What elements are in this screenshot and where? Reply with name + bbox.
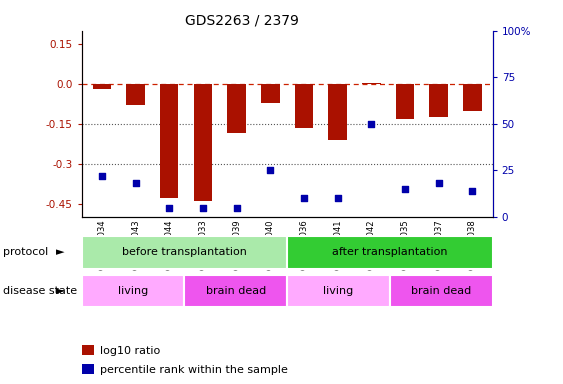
Point xyxy=(131,180,140,187)
Bar xyxy=(185,275,287,307)
Bar xyxy=(227,84,246,133)
Bar xyxy=(126,84,145,105)
Text: log10 ratio: log10 ratio xyxy=(100,346,160,356)
Bar xyxy=(92,84,111,89)
Text: living: living xyxy=(323,286,354,296)
Point xyxy=(333,195,342,202)
Bar xyxy=(328,84,347,140)
Text: after transplantation: after transplantation xyxy=(332,247,448,258)
Bar xyxy=(82,275,185,307)
Point xyxy=(367,121,376,127)
Bar xyxy=(463,84,482,111)
Point xyxy=(400,186,409,192)
Text: ►: ► xyxy=(56,286,65,296)
Bar xyxy=(396,84,414,119)
Bar xyxy=(194,84,212,201)
Point xyxy=(198,205,207,211)
Point xyxy=(266,167,275,174)
Bar xyxy=(390,275,493,307)
Bar xyxy=(160,84,178,199)
Text: brain dead: brain dead xyxy=(411,286,471,296)
Text: brain dead: brain dead xyxy=(205,286,266,296)
Text: living: living xyxy=(118,286,148,296)
Bar xyxy=(261,84,280,103)
Bar xyxy=(82,236,287,269)
Text: disease state: disease state xyxy=(3,286,77,296)
Bar xyxy=(430,84,448,117)
Text: percentile rank within the sample: percentile rank within the sample xyxy=(100,365,288,375)
Point xyxy=(97,173,106,179)
Bar xyxy=(287,236,493,269)
Point xyxy=(165,205,174,211)
Text: ►: ► xyxy=(56,247,65,258)
Point xyxy=(300,195,309,202)
Point xyxy=(468,188,477,194)
Point xyxy=(232,205,241,211)
Bar xyxy=(294,84,313,128)
Text: GDS2263 / 2379: GDS2263 / 2379 xyxy=(185,13,299,27)
Point xyxy=(434,180,443,187)
Text: before transplantation: before transplantation xyxy=(122,247,247,258)
Bar xyxy=(287,275,390,307)
Bar xyxy=(362,83,381,84)
Text: protocol: protocol xyxy=(3,247,48,258)
